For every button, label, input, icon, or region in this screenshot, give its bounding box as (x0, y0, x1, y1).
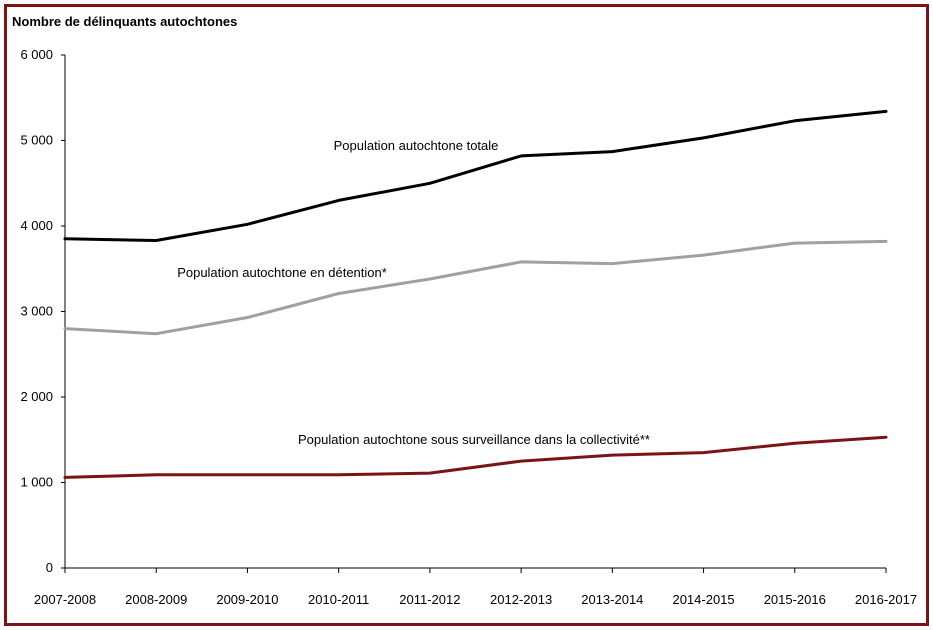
y-tick-label: 6 000 (20, 47, 53, 62)
x-tick-label: 2007-2008 (34, 592, 96, 607)
series-line-community (63, 435, 888, 479)
x-tick-label: 2012-2013 (490, 592, 552, 607)
x-tick-label: 2014-2015 (672, 592, 734, 607)
y-tick-label: 5 000 (20, 133, 53, 148)
series-line-total (63, 109, 888, 242)
chart-frame (4, 4, 929, 626)
y-axis-title: Nombre de délinquants autochtones (12, 14, 238, 29)
series-label-community: Population autochtone sous surveillance … (298, 432, 650, 447)
x-tick-label: 2010-2011 (308, 592, 369, 607)
series-label-detention: Population autochtone en détention* (177, 265, 387, 280)
y-tick-label: 1 000 (20, 475, 53, 490)
y-tick-label: 4 000 (20, 218, 53, 233)
x-tick-label: 2013-2014 (581, 592, 643, 607)
y-tick-label: 3 000 (20, 304, 53, 319)
series-line-detention (63, 239, 888, 336)
x-tick-label: 2008-2009 (125, 592, 187, 607)
series-label-total: Population autochtone totale (334, 138, 499, 153)
x-tick-label: 2016-2017 (855, 592, 917, 607)
x-tick-label: 2015-2016 (764, 592, 826, 607)
y-tick-label: 0 (46, 560, 53, 575)
x-tick-label: 2009-2010 (216, 592, 278, 607)
series-layer (63, 109, 888, 479)
y-tick-label: 2 000 (20, 389, 53, 404)
axes: 0 1 000 2 000 3 000 4 000 5 000 6 000 2007-2008… (20, 47, 917, 607)
series-labels: Population autochtone totale Population a… (177, 138, 650, 447)
x-tick-label: 2011-2012 (399, 592, 460, 607)
